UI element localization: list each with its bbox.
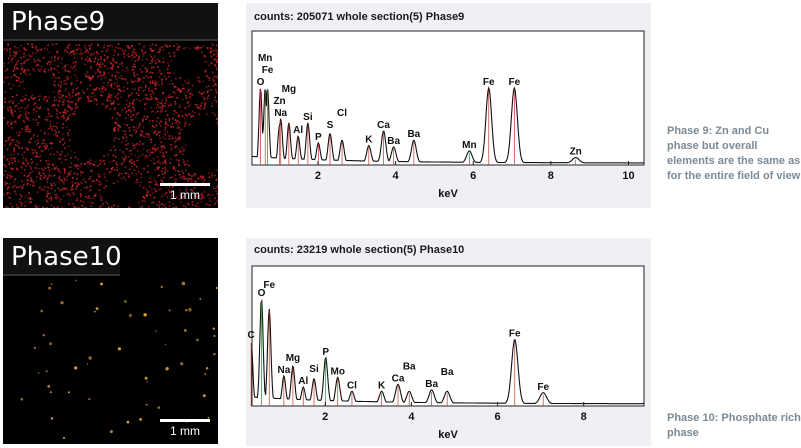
x-axis-label: keV — [438, 429, 458, 441]
peak-label: Ba — [407, 129, 420, 140]
peak-label: Ba — [441, 367, 454, 378]
x-tick-label: 10 — [622, 170, 634, 182]
spectrum-line — [251, 298, 644, 405]
peak-label: Mo — [330, 366, 344, 377]
phase9-caption: Phase 9: Zn and Cu phase but overall ele… — [667, 125, 801, 182]
phase10-caption: Phase 10: Phosphate rich phase — [667, 412, 801, 439]
peak-label: Ba — [403, 361, 416, 372]
spectrum-line — [251, 86, 644, 164]
phase9-spectrum-title: counts: 205071 whole section(5) Phase9 — [254, 11, 465, 23]
peak-label: S — [327, 120, 334, 131]
scale-bar-line — [160, 419, 210, 422]
scale-bar-label: 1 mm — [170, 188, 200, 202]
peak-label: Na — [277, 365, 290, 376]
peak-label: Al — [293, 125, 303, 136]
peak-label: Mn — [462, 140, 476, 151]
peak-label: P — [315, 132, 322, 143]
peak-label: O — [258, 288, 266, 299]
peak-label: Si — [309, 364, 319, 375]
peak-label: Fe — [537, 382, 549, 393]
x-tick-label: 8 — [548, 170, 554, 182]
scale-bar-label: 1 mm — [170, 424, 200, 438]
peak-label: Mg — [282, 84, 296, 95]
x-axis-label: keV — [438, 188, 458, 200]
x-tick-label: 6 — [470, 170, 476, 182]
phase9-spectrum: counts: 205071 whole section(5) Phase9 O… — [246, 3, 651, 208]
peak-label: Mg — [286, 353, 300, 364]
phase9-map-image — [3, 43, 218, 208]
x-tick-label: 4 — [393, 170, 400, 182]
phase9-element-map: Phase9 1 mm — [3, 3, 218, 208]
peak-label: Mn — [258, 53, 272, 64]
phase10-map-image — [20, 279, 218, 440]
phase10-map-texture — [20, 279, 218, 440]
scale-bar-line — [160, 183, 210, 186]
peak-label: Zn — [273, 96, 285, 107]
phase9-panel: Phase9 1 mm counts: 205071 whole section… — [3, 3, 801, 208]
peak-label: C — [248, 330, 255, 341]
phase10-spectrum-title: counts: 23219 whole section(5) Phase10 — [254, 244, 465, 256]
x-tick-label: 2 — [322, 411, 328, 423]
x-tick-label: 2 — [315, 170, 321, 182]
phase10-map-label: Phase10 — [3, 238, 122, 276]
peak-label: Fe — [509, 329, 521, 340]
peak-label: P — [322, 347, 329, 358]
peak-label: Al — [298, 376, 308, 387]
peak-label: Ca — [377, 120, 390, 131]
plot-frame — [251, 265, 645, 407]
phase10-spectrum: counts: 23219 whole section(5) Phase10 C… — [246, 238, 651, 446]
peak-label: Cl — [347, 380, 357, 391]
phase10-scale-bar: 1 mm — [160, 419, 210, 438]
peak-label: Ba — [387, 136, 400, 147]
peak-label: Cl — [337, 108, 347, 119]
phase10-panel: Phase10 1 mm counts: 23219 whole section… — [0, 224, 801, 448]
phase9-map-texture — [3, 43, 218, 208]
peak-label: K — [365, 135, 373, 146]
x-tick-label: 6 — [494, 411, 500, 423]
peak-label: Fe — [483, 77, 495, 88]
peak-label: Fe — [509, 77, 521, 88]
peak-label: Zn — [570, 147, 582, 158]
peak-label: O — [257, 77, 265, 88]
peak-label: Na — [274, 108, 287, 119]
phase9-scale-bar: 1 mm — [160, 183, 210, 202]
peak-label: Ba — [425, 379, 438, 390]
peak-label: Fe — [262, 65, 274, 76]
peak-label: Ca — [392, 373, 405, 384]
plot-frame — [251, 30, 645, 166]
x-tick-label: 4 — [408, 411, 415, 423]
peak-label: Fe — [263, 280, 275, 291]
phase9-map-label: Phase9 — [3, 3, 218, 41]
phase10-element-map: Phase10 1 mm — [3, 238, 218, 444]
peak-label: Si — [303, 112, 313, 123]
x-tick-label: 8 — [581, 411, 587, 423]
peak-label: K — [378, 380, 386, 391]
